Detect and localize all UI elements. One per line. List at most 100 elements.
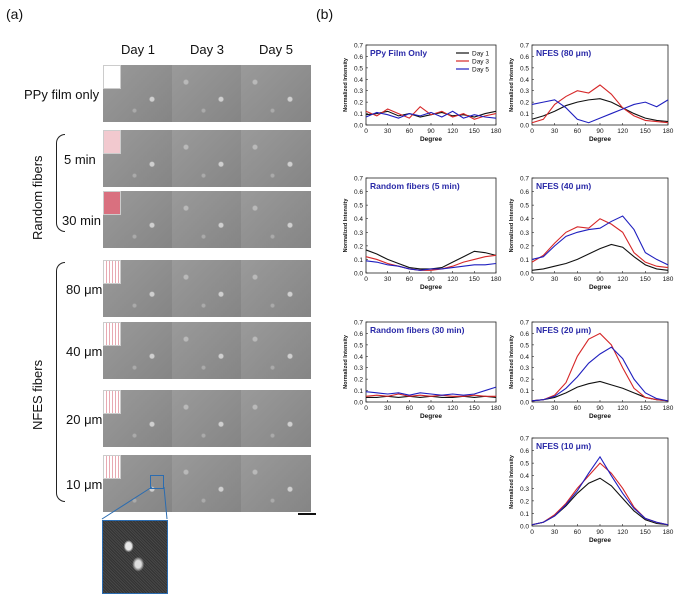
x-tick-label: 90: [427, 405, 435, 412]
y-tick-label: 0.5: [520, 65, 529, 72]
y-tick-label: 0.0: [354, 271, 363, 278]
x-tick-label: 30: [384, 128, 392, 135]
y-tick-label: 0.4: [520, 216, 529, 223]
y-tick-label: 0.5: [520, 203, 529, 210]
x-tick-label: 60: [574, 529, 582, 536]
series-line-day-1: [531, 243, 669, 271]
micrograph-cell: [241, 191, 311, 248]
y-tick-label: 0.3: [520, 486, 529, 493]
series-line-day-5: [365, 110, 497, 119]
fiber-pattern-inset: [103, 65, 121, 89]
micrograph-cell: [103, 191, 173, 248]
x-axis-label: Degree: [589, 284, 611, 291]
micrograph-cell: [241, 322, 311, 379]
micrograph-cell: [172, 130, 242, 187]
x-tick-label: 120: [447, 128, 458, 135]
y-tick-label: 0.2: [354, 243, 363, 250]
series-line-day-5: [531, 99, 669, 124]
y-axis-label: Normalized Intensity: [509, 454, 515, 509]
y-axis-label: Normalized Intensity: [509, 198, 515, 253]
y-tick-label: 0.3: [520, 230, 529, 237]
series-line-day-5: [365, 386, 497, 396]
series-line-day-3: [531, 84, 669, 124]
micrograph-cell: [172, 260, 242, 317]
series-line-day-3: [365, 254, 497, 271]
chart-title: Random fibers (5 min): [370, 181, 460, 191]
x-tick-label: 120: [617, 276, 628, 283]
y-axis-label: Normalized Intensity: [343, 334, 349, 389]
series-line-day-3: [531, 462, 669, 526]
y-tick-label: 0.6: [520, 189, 529, 196]
y-tick-label: 0.4: [354, 77, 363, 84]
chart-title: NFES (40 μm): [536, 181, 591, 191]
y-tick-label: 0.7: [520, 436, 529, 443]
x-tick-label: 0: [530, 128, 534, 135]
y-axis-label: Normalized Intensity: [509, 57, 515, 112]
series-line-day-5: [365, 260, 497, 271]
y-tick-label: 0.1: [354, 388, 363, 395]
micrograph-cell: [172, 455, 242, 512]
row-label: PPy film only: [24, 87, 100, 102]
micrograph-cell: [103, 260, 173, 317]
x-axis-label: Degree: [420, 413, 442, 420]
y-tick-label: 0.3: [354, 365, 363, 372]
series-line-day-5: [531, 455, 669, 526]
y-tick-label: 0.0: [520, 123, 529, 130]
legend-label: Day 1: [472, 51, 489, 58]
fiber-pattern-inset: [103, 322, 121, 346]
chart-title: NFES (20 μm): [536, 325, 591, 335]
y-tick-label: 0.1: [354, 257, 363, 264]
micrograph-cell: [241, 65, 311, 122]
micrograph-cell: [241, 390, 311, 447]
x-tick-label: 150: [469, 276, 480, 283]
x-tick-label: 60: [406, 405, 414, 412]
y-tick-label: 0.0: [520, 400, 529, 407]
panel-b-label: (b): [316, 6, 334, 22]
x-axis-label: Degree: [589, 413, 611, 420]
row-label: 5 min: [64, 152, 96, 167]
series-line-day-3: [531, 218, 669, 269]
y-tick-label: 0.4: [354, 354, 363, 361]
y-tick-label: 0.1: [520, 388, 529, 395]
micrograph-cell: [241, 455, 311, 512]
x-tick-label: 120: [617, 405, 628, 412]
y-tick-label: 0.7: [520, 43, 529, 50]
y-tick-label: 0.4: [520, 354, 529, 361]
x-tick-label: 90: [596, 276, 604, 283]
chart-title: NFES (10 μm): [536, 441, 591, 451]
zoom-box: [150, 475, 164, 489]
y-tick-label: 0.2: [520, 377, 529, 384]
micrograph-cell: [172, 390, 242, 447]
y-tick-label: 0.0: [354, 123, 363, 130]
chart-frame: [531, 437, 669, 527]
y-axis-label: Normalized Intensity: [343, 198, 349, 253]
x-tick-label: 120: [447, 405, 458, 412]
micrograph-cell: [241, 130, 311, 187]
micrograph-cell: [241, 260, 311, 317]
x-tick-label: 150: [640, 529, 651, 536]
row-label: 80 μm: [66, 282, 103, 297]
series-line-day-5: [531, 215, 669, 266]
x-tick-label: 90: [427, 276, 435, 283]
x-tick-label: 60: [406, 128, 414, 135]
series-line-day-3: [365, 393, 496, 397]
x-tick-label: 0: [530, 276, 534, 283]
y-tick-label: 0.7: [354, 43, 363, 50]
y-tick-label: 0.7: [354, 320, 363, 327]
x-tick-label: 90: [427, 128, 435, 135]
y-tick-label: 0.2: [520, 100, 529, 107]
y-tick-label: 0.7: [520, 320, 529, 327]
day-header-3: Day 5: [259, 42, 293, 57]
y-axis-label: Normalized Intensity: [509, 334, 515, 389]
legend-label: Day 5: [472, 67, 489, 74]
y-tick-label: 0.5: [354, 65, 363, 72]
y-tick-label: 0.6: [520, 54, 529, 61]
x-tick-label: 60: [574, 405, 582, 412]
y-tick-label: 0.5: [354, 203, 363, 210]
y-tick-label: 0.7: [520, 176, 529, 183]
y-tick-label: 0.6: [354, 189, 363, 196]
series-line-day-3: [365, 105, 497, 120]
x-tick-label: 150: [469, 405, 480, 412]
micrograph-cell: [103, 65, 173, 122]
